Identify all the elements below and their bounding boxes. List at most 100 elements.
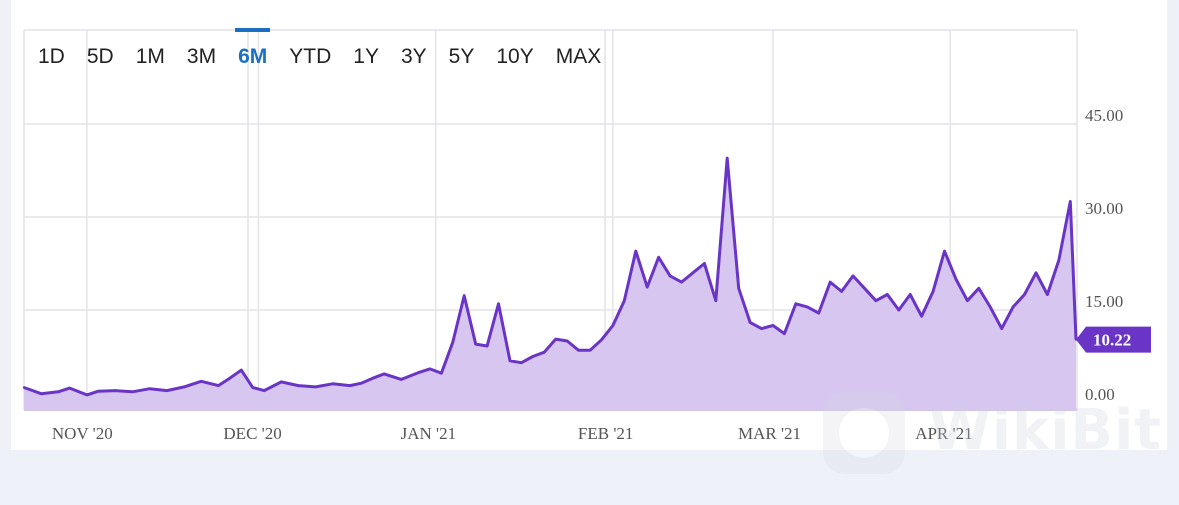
- x-tick-label: JAN '21: [401, 424, 456, 443]
- data-point: [634, 249, 637, 253]
- data-point: [886, 293, 889, 296]
- data-point: [508, 359, 512, 362]
- data-point: [85, 393, 89, 397]
- data-point: [520, 361, 523, 364]
- data-point: [1057, 259, 1061, 262]
- data-point: [726, 156, 729, 160]
- data-point: [977, 287, 980, 290]
- data-point: [262, 389, 266, 392]
- y-tick-label: 0.00: [1085, 385, 1115, 404]
- range-tab-1m[interactable]: 1M: [135, 45, 165, 68]
- data-point: [566, 339, 569, 343]
- data-point: [331, 382, 334, 385]
- x-tick-label: APR '21: [915, 424, 972, 443]
- data-point: [794, 302, 797, 305]
- data-point: [737, 287, 740, 290]
- data-point: [897, 308, 900, 312]
- data-point: [760, 327, 763, 330]
- data-point: [840, 290, 843, 293]
- data-point: [874, 299, 878, 302]
- data-point: [543, 351, 546, 354]
- data-point: [68, 386, 71, 390]
- time-range-selector: 1D 5D 1M 3M 6M YTD 1Y 3Y 5Y 10Y MAX: [27, 28, 612, 82]
- data-point: [360, 382, 363, 385]
- data-point: [1069, 200, 1072, 203]
- range-tab-10y[interactable]: 10Y: [496, 45, 534, 68]
- data-point: [806, 305, 809, 309]
- data-point: [217, 384, 220, 387]
- data-point: [771, 324, 775, 327]
- data-point: [240, 368, 243, 372]
- data-point: [297, 384, 300, 387]
- data-point: [703, 262, 706, 265]
- data-point: [588, 349, 592, 352]
- data-point: [920, 315, 923, 318]
- data-point: [783, 332, 786, 335]
- range-tab-5d[interactable]: 5D: [86, 45, 114, 68]
- data-point: [600, 338, 603, 341]
- data-point: [817, 311, 820, 315]
- data-point: [909, 293, 912, 296]
- range-tab-3m[interactable]: 3M: [186, 45, 217, 68]
- last-value-label: 10.22: [1093, 331, 1131, 350]
- data-point: [931, 290, 935, 293]
- data-point: [863, 287, 866, 290]
- data-point: [371, 377, 374, 380]
- data-point: [200, 380, 203, 383]
- data-point: [989, 305, 992, 309]
- data-point: [383, 372, 386, 376]
- data-point: [228, 377, 231, 380]
- data-point: [182, 385, 186, 389]
- data-point: [148, 387, 151, 390]
- data-point: [1023, 293, 1026, 296]
- data-point: [251, 386, 254, 389]
- data-point: [165, 389, 169, 392]
- data-point: [668, 274, 672, 278]
- range-tab-1y[interactable]: 1Y: [353, 45, 379, 68]
- data-point: [497, 302, 500, 305]
- data-point: [748, 321, 752, 324]
- data-point: [943, 249, 946, 253]
- data-point: [1034, 271, 1038, 274]
- data-point: [40, 392, 43, 395]
- range-tab-6m[interactable]: 6M: [227, 28, 278, 82]
- data-point: [954, 277, 958, 281]
- data-point: [463, 294, 466, 297]
- data-point: [485, 344, 489, 348]
- data-point: [829, 280, 832, 284]
- x-tick-label: FEB '21: [578, 424, 634, 443]
- data-point: [577, 349, 580, 352]
- data-point: [474, 342, 477, 346]
- x-tick-label: NOV '20: [52, 424, 113, 443]
- range-tab-1d[interactable]: 1D: [38, 45, 65, 68]
- x-tick-label: MAR '21: [738, 424, 801, 443]
- data-point: [691, 271, 695, 274]
- data-point: [417, 371, 420, 374]
- data-point: [680, 280, 683, 284]
- data-point: [314, 385, 317, 389]
- data-point: [1011, 305, 1015, 309]
- data-point: [114, 389, 117, 392]
- data-point: [623, 299, 626, 302]
- data-point: [1000, 327, 1003, 330]
- y-tick-label: 45.00: [1085, 106, 1123, 125]
- data-point: [97, 390, 100, 393]
- data-point: [22, 386, 26, 389]
- data-point: [57, 390, 60, 393]
- range-tab-5y[interactable]: 5Y: [448, 45, 475, 68]
- data-point: [131, 390, 134, 393]
- range-tab-max[interactable]: MAX: [555, 45, 602, 68]
- chart-series: [22, 156, 1078, 410]
- data-point: [451, 341, 454, 344]
- series-area: [24, 158, 1076, 410]
- data-point: [714, 299, 717, 302]
- data-point: [657, 256, 660, 259]
- data-point: [440, 372, 443, 375]
- last-value-badge: [1076, 326, 1151, 353]
- data-point: [348, 384, 352, 387]
- range-tab-3y[interactable]: 3Y: [400, 45, 427, 68]
- data-point: [531, 355, 534, 358]
- range-tab-ytd[interactable]: YTD: [289, 45, 332, 68]
